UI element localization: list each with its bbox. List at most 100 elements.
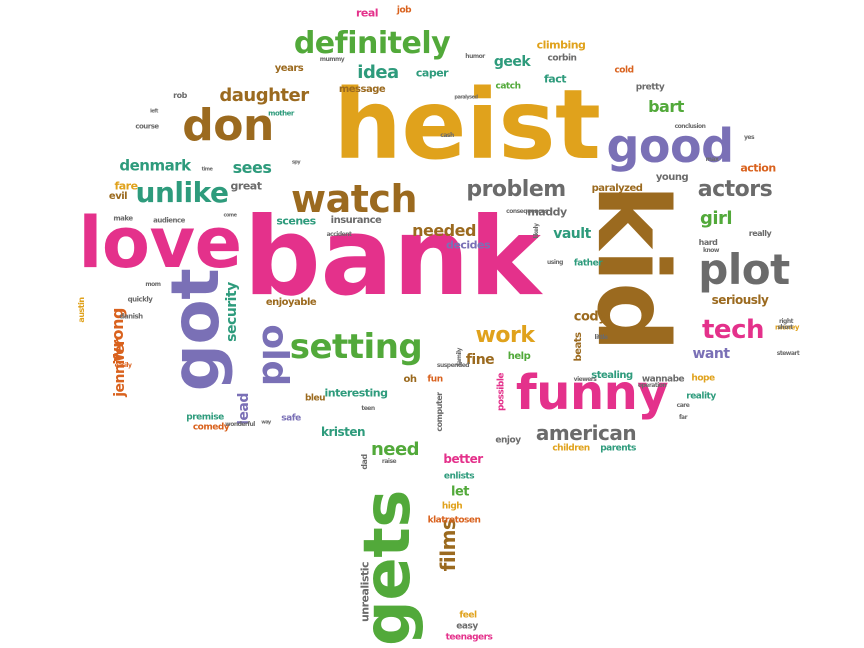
word-unrealistic: unrealistic <box>358 561 372 623</box>
word-seriously: seriously <box>711 293 769 307</box>
word-austin: austin <box>77 297 86 323</box>
word-using: using <box>547 259 563 266</box>
word-don: don <box>182 100 274 151</box>
word-beats: beats <box>573 332 584 362</box>
word-come: come <box>223 212 238 219</box>
word-time: time <box>201 166 213 173</box>
word-needed: needed <box>412 221 476 240</box>
word-daughter: daughter <box>219 85 309 106</box>
word-real: real <box>355 6 379 20</box>
word-enjoyable: enjoyable <box>265 297 317 308</box>
word-family: family <box>456 348 463 366</box>
word-definitely: definitely <box>293 26 451 61</box>
word-consequences: consequences <box>506 208 548 215</box>
word-great: great <box>230 179 262 193</box>
word-yes: yes <box>743 134 755 141</box>
word-father: father <box>573 258 603 269</box>
word-feel: feel <box>459 610 477 621</box>
word-operation: operation <box>637 382 667 389</box>
word-unlike: unlike <box>135 176 229 209</box>
word-old: old <box>254 324 295 386</box>
word-short: short <box>777 324 793 331</box>
word-viewers: viewers <box>573 376 597 383</box>
word-work: work <box>475 323 535 348</box>
word-far: far <box>678 414 688 421</box>
word-tech: tech <box>702 315 764 345</box>
word-evil: evil <box>108 191 128 202</box>
word-got: got <box>157 268 234 392</box>
word-humor: humor <box>465 53 485 60</box>
word-young: young <box>655 172 689 183</box>
word-paralysed: paralysed <box>454 94 478 101</box>
word-care: care <box>676 402 690 409</box>
word-films: films <box>436 518 460 572</box>
word-danish: danish <box>119 312 143 321</box>
word-raise: raise <box>381 458 397 465</box>
word-computer: computer <box>435 392 444 432</box>
word-premise: premise <box>186 412 224 423</box>
word-need: need <box>370 439 420 460</box>
word-easily: easily <box>114 362 132 369</box>
word-parents: parents <box>600 443 636 454</box>
word-little: little <box>594 334 608 341</box>
word-insurance: insurance <box>330 215 382 226</box>
word-klatretosen: klatretosen <box>427 515 481 526</box>
word-bleu: bleu <box>304 393 326 404</box>
word-conclusion: conclusion <box>674 123 706 130</box>
word-help: help <box>507 351 531 362</box>
word-comedy: comedy <box>192 422 230 433</box>
word-fare: fare <box>114 179 138 193</box>
word-high: high <box>441 501 463 512</box>
word-funny: funny <box>515 365 669 421</box>
word-mummy: mummy <box>319 56 345 63</box>
word-money: money <box>775 323 799 332</box>
word-love: love <box>78 202 242 284</box>
word-setting: setting <box>289 327 423 367</box>
word-heist: heist <box>333 69 601 181</box>
word-climbing: climbing <box>536 38 586 52</box>
word-want: want <box>692 346 730 362</box>
word-message: message <box>338 84 386 95</box>
word-wonderful: wonderful <box>225 421 255 428</box>
word-plot: plot <box>698 245 790 294</box>
word-likely: likely <box>533 223 540 239</box>
word-stewart: stewart <box>776 350 800 357</box>
word-cold: cold <box>614 65 634 76</box>
word-geek: geek <box>493 54 531 70</box>
word-scenes: scenes <box>276 214 316 228</box>
word-really: really <box>748 229 772 238</box>
word-american: american <box>535 421 637 445</box>
word-fun: fun <box>427 374 443 385</box>
word-bank: bank <box>243 195 541 320</box>
word-enlists: enlists <box>443 471 475 482</box>
word-years: years <box>274 63 304 74</box>
word-kristen: kristen <box>320 425 366 439</box>
word-cody: cody <box>573 309 607 325</box>
word-audience: audience <box>153 216 185 225</box>
word-oh: oh <box>403 374 418 385</box>
word-better: better <box>443 452 483 466</box>
word-accident: accident <box>326 231 352 238</box>
word-caper: caper <box>415 66 449 80</box>
word-rob: rob <box>173 91 187 100</box>
word-idea: idea <box>357 62 399 83</box>
word-cash: cash <box>440 132 454 139</box>
word-catch: catch <box>495 81 521 92</box>
word-possible: possible <box>496 372 507 412</box>
word-children: children <box>552 443 590 454</box>
word-way: way <box>261 419 271 426</box>
word-safe: safe <box>281 413 301 424</box>
word-security: security <box>224 282 240 342</box>
word-reality: reality <box>686 391 716 402</box>
word-wannabe: wannabe <box>641 374 685 385</box>
word-right: right <box>779 318 793 325</box>
word-corbin: corbin <box>547 53 577 64</box>
word-dad: dad <box>360 454 369 470</box>
word-course: course <box>135 122 159 131</box>
word-pretty: pretty <box>635 82 665 93</box>
word-teen: teen <box>361 405 375 412</box>
word-stealing: stealing <box>591 370 633 381</box>
word-let: let <box>451 484 470 500</box>
word-max: max <box>705 156 719 163</box>
word-hope: hope <box>691 373 715 384</box>
